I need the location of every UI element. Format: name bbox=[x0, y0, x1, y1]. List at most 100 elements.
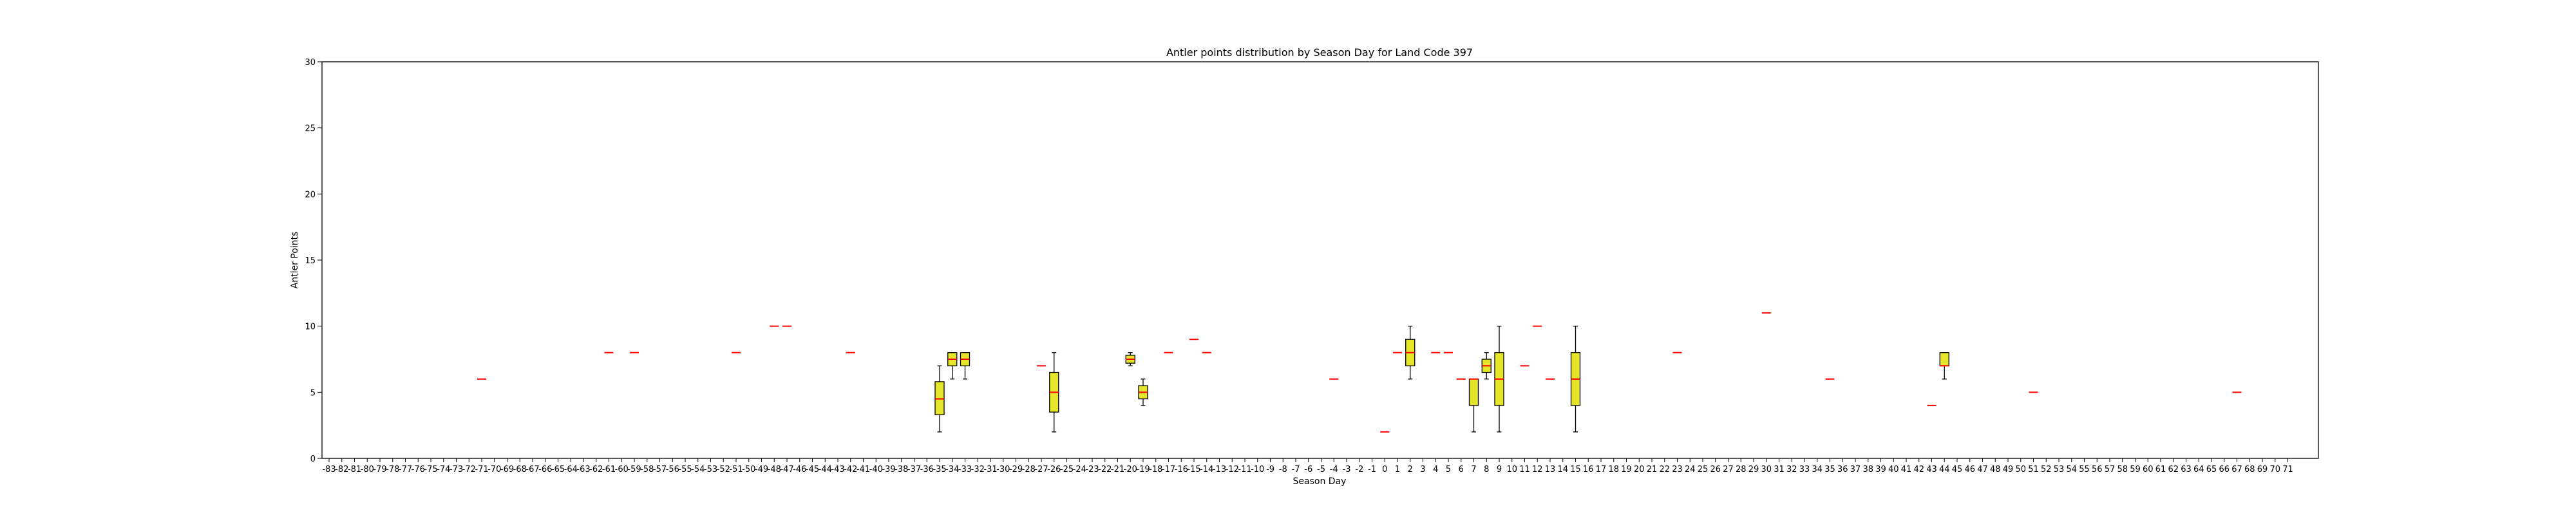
x-tick-label: -49 bbox=[755, 465, 768, 474]
y-axis-label: Antler Points bbox=[290, 232, 300, 289]
x-tick-label: -59 bbox=[627, 465, 641, 474]
x-tick-label: -18 bbox=[1149, 465, 1162, 474]
x-tick-label: 51 bbox=[2028, 465, 2039, 474]
x-tick-label: 67 bbox=[2231, 465, 2242, 474]
x-tick-label: 7 bbox=[1471, 465, 1476, 474]
x-tick-label: 14 bbox=[1557, 465, 1568, 474]
box-day-7 bbox=[1468, 378, 1479, 433]
box-day-9 bbox=[1494, 326, 1504, 433]
x-tick-label: 56 bbox=[2092, 465, 2103, 474]
x-tick-label: 31 bbox=[1774, 465, 1785, 474]
x-tick-label: 62 bbox=[2168, 465, 2179, 474]
x-tick-label: 29 bbox=[1748, 465, 1759, 474]
x-tick-label: -81 bbox=[348, 465, 361, 474]
x-tick-label: -11 bbox=[1238, 465, 1251, 474]
x-tick-label: -77 bbox=[399, 465, 412, 474]
y-tick-label: 5 bbox=[310, 388, 316, 398]
x-tick-label: 38 bbox=[1862, 465, 1873, 474]
x-tick-label: 3 bbox=[1420, 465, 1425, 474]
x-tick-label: -22 bbox=[1098, 465, 1112, 474]
x-tick-label: -62 bbox=[589, 465, 603, 474]
x-tick-label: -23 bbox=[1085, 465, 1099, 474]
x-tick-label: -32 bbox=[971, 465, 985, 474]
x-tick-label: -65 bbox=[551, 465, 565, 474]
x-tick-label: -34 bbox=[945, 465, 959, 474]
x-tick-label: -5 bbox=[1317, 465, 1325, 474]
x-tick-label: -66 bbox=[538, 465, 552, 474]
x-tick-label: -43 bbox=[831, 465, 844, 474]
x-tick-label: 20 bbox=[1634, 465, 1645, 474]
x-tick-label: 49 bbox=[2003, 465, 2014, 474]
x-tick-label: -16 bbox=[1175, 465, 1188, 474]
x-tick-label: 55 bbox=[2079, 465, 2090, 474]
x-tick-label: -56 bbox=[666, 465, 679, 474]
x-tick-label: 16 bbox=[1583, 465, 1594, 474]
x-tick-label: -19 bbox=[1136, 465, 1150, 474]
x-tick-label: -28 bbox=[1022, 465, 1036, 474]
box-day-8 bbox=[1481, 352, 1492, 380]
x-tick-label: 8 bbox=[1484, 465, 1489, 474]
x-tick-label: -51 bbox=[729, 465, 743, 474]
x-tick-label: -30 bbox=[996, 465, 1010, 474]
x-tick-label: -13 bbox=[1213, 465, 1226, 474]
y-tick-label: 20 bbox=[305, 190, 316, 200]
x-tick-label: -75 bbox=[424, 465, 437, 474]
x-tick-label: -54 bbox=[691, 465, 705, 474]
x-tick-label: 21 bbox=[1647, 465, 1658, 474]
x-tick-label: 58 bbox=[2117, 465, 2128, 474]
x-tick-label: -38 bbox=[895, 465, 908, 474]
box-body bbox=[1939, 352, 1949, 366]
y-axis: 0 5 10 15 20 25 30 bbox=[305, 58, 322, 464]
x-tick-label: -80 bbox=[361, 465, 374, 474]
y-tick-label: 25 bbox=[305, 124, 316, 134]
x-tick-label: -2 bbox=[1355, 465, 1363, 474]
x-tick-label: 32 bbox=[1786, 465, 1797, 474]
x-tick-label: 30 bbox=[1761, 465, 1772, 474]
x-tick-label: 64 bbox=[2193, 465, 2204, 474]
x-tick-label: 60 bbox=[2143, 465, 2154, 474]
x-tick-label: -82 bbox=[335, 465, 348, 474]
x-tick-label: 0 bbox=[1382, 465, 1387, 474]
x-tick-label: -58 bbox=[640, 465, 654, 474]
x-tick-label: -76 bbox=[412, 465, 425, 474]
x-tick-label: 13 bbox=[1545, 465, 1556, 474]
x-tick-label: 34 bbox=[1812, 465, 1823, 474]
x-tick-label: -48 bbox=[768, 465, 781, 474]
x-tick-label: -1 bbox=[1368, 465, 1376, 474]
box-day-44 bbox=[1939, 352, 1949, 380]
x-tick-label: 26 bbox=[1710, 465, 1721, 474]
x-tick-label: -21 bbox=[1111, 465, 1124, 474]
x-tick-label: -55 bbox=[678, 465, 692, 474]
x-tick-label: -20 bbox=[1124, 465, 1137, 474]
x-tick-label: -42 bbox=[844, 465, 857, 474]
x-tick-label: 1 bbox=[1395, 465, 1400, 474]
x-tick-label: 2 bbox=[1408, 465, 1413, 474]
x-tick-label: 48 bbox=[1990, 465, 2001, 474]
x-tick-label: -6 bbox=[1304, 465, 1312, 474]
x-tick-label: -37 bbox=[907, 465, 921, 474]
x-tick-label: -9 bbox=[1266, 465, 1274, 474]
x-tick-label: -74 bbox=[437, 465, 450, 474]
x-tick-label: 69 bbox=[2257, 465, 2268, 474]
box-day--34 bbox=[947, 352, 958, 380]
x-tick-label: 68 bbox=[2244, 465, 2255, 474]
y-tick-label: 0 bbox=[310, 454, 316, 464]
y-tick-label: 10 bbox=[305, 323, 316, 332]
x-tick-label: -50 bbox=[742, 465, 755, 474]
x-tick-label: 45 bbox=[1952, 465, 1963, 474]
x-tick-label: 40 bbox=[1888, 465, 1899, 474]
x-tick-label: -41 bbox=[857, 465, 870, 474]
x-tick-label: 28 bbox=[1736, 465, 1747, 474]
x-tick-label: -25 bbox=[1060, 465, 1074, 474]
x-tick-label: 17 bbox=[1596, 465, 1607, 474]
box-day--19 bbox=[1138, 379, 1148, 406]
x-tick-label: 4 bbox=[1433, 465, 1438, 474]
x-tick-label: 23 bbox=[1672, 465, 1683, 474]
x-tick-label: -12 bbox=[1226, 465, 1239, 474]
x-tick-label: -14 bbox=[1200, 465, 1213, 474]
x-tick-label: 6 bbox=[1459, 465, 1464, 474]
x-tick-label: 33 bbox=[1799, 465, 1810, 474]
x-tick-label: -71 bbox=[475, 465, 488, 474]
x-tick-label: 36 bbox=[1837, 465, 1848, 474]
x-tick-label: 57 bbox=[2105, 465, 2116, 474]
